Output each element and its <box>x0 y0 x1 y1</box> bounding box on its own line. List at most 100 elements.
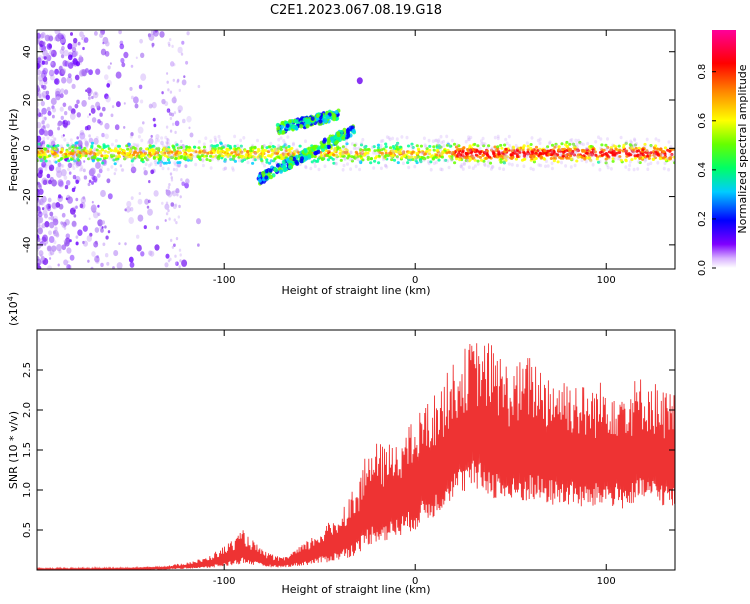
heatmap-band-halo <box>510 146 514 150</box>
heatmap-band-cell <box>57 159 61 163</box>
heatmap-band-cell <box>54 160 58 164</box>
heatmap-band-cell <box>529 154 533 158</box>
heatmap-noise-cell <box>159 31 165 38</box>
heatmap-noise-cell <box>147 199 151 204</box>
heatmap-noise-cell <box>44 34 51 42</box>
heatmap-band-cell <box>509 153 513 157</box>
heatmap-band-cell <box>269 155 273 158</box>
heatmap-band-halo <box>344 151 348 155</box>
heatmap-band-cell <box>117 151 121 155</box>
heatmap-band-cell <box>122 149 126 153</box>
heatmap-noise-cell <box>89 167 96 175</box>
heatmap-noise-cell <box>176 193 179 197</box>
heatmap-band-cell <box>194 150 198 154</box>
heatmap-noise-cell <box>88 113 91 116</box>
heatmap-band-cell <box>170 150 174 154</box>
heatmap-band-halo <box>632 144 636 148</box>
heatmap-band-halo <box>252 157 256 162</box>
heatmap-noise-cell <box>176 164 179 168</box>
heatmap-noise-cell <box>91 95 94 100</box>
heatmap-y-label: Frequency (Hz) <box>7 109 20 192</box>
heatmap-band-halo <box>413 164 417 169</box>
heatmap-band-halo <box>510 162 514 167</box>
heatmap-band-halo <box>71 155 75 160</box>
heatmap-band-cell <box>550 143 555 147</box>
heatmap-band-halo <box>224 154 228 158</box>
heatmap-band-cell <box>624 150 628 153</box>
heatmap-noise-cell <box>119 164 123 168</box>
heatmap-band-cell <box>410 142 414 146</box>
heatmap-band-halo <box>136 143 140 147</box>
heatmap-band-halo <box>592 149 596 154</box>
heatmap-band-cell <box>618 155 622 159</box>
heatmap-noise-cell <box>41 120 45 125</box>
heatmap-noise-cell <box>38 250 44 257</box>
heatmap-band-cell <box>352 155 356 159</box>
heatmap-noise-cell <box>151 42 155 47</box>
heatmap-branch-cell <box>342 127 347 133</box>
heatmap-band-cell <box>43 150 47 154</box>
heatmap-band-halo <box>165 140 169 145</box>
heatmap-band-cell <box>419 144 423 148</box>
heatmap-band-cell <box>441 150 445 154</box>
heatmap-band-halo <box>110 165 114 169</box>
heatmap-band-cell <box>633 154 637 158</box>
heatmap-band-halo <box>42 161 46 165</box>
heatmap-band-halo <box>381 153 384 158</box>
heatmap-band-halo <box>121 168 125 172</box>
heatmap-band-halo <box>131 167 135 171</box>
heatmap-noise-cell <box>71 220 77 228</box>
heatmap-band-halo <box>239 145 243 149</box>
heatmap-noise-cell <box>107 65 111 70</box>
snr-multiplier-base: (x10 <box>7 301 20 326</box>
heatmap-noise-cell <box>174 261 178 265</box>
heatmap-band-cell <box>567 147 571 151</box>
heatmap-band-cell <box>633 156 637 160</box>
heatmap-band-halo <box>670 153 674 158</box>
heatmap-noise-cell <box>41 70 44 74</box>
heatmap-band-halo <box>407 165 411 170</box>
heatmap-noise-cell <box>177 215 180 219</box>
heatmap-band-halo <box>605 147 609 151</box>
heatmap-band-cell <box>662 150 666 154</box>
heatmap-noise-cell <box>121 62 126 68</box>
heatmap-noise-cell <box>130 196 134 200</box>
heatmap-noise-cell <box>172 122 175 126</box>
heatmap-band-halo <box>100 165 103 170</box>
heatmap-noise-cell <box>67 162 73 169</box>
heatmap-noise-cell <box>51 114 55 119</box>
heatmap-noise-cell <box>165 125 169 129</box>
heatmap-band-halo <box>462 162 466 167</box>
heatmap-noise-cell <box>178 265 181 269</box>
heatmap-band-cell <box>452 142 457 146</box>
heatmap-band-cell <box>176 146 180 150</box>
heatmap-noise-cell <box>72 58 78 65</box>
heatmap-band-halo <box>637 160 641 164</box>
heatmap-band-halo <box>510 148 514 152</box>
heatmap-band-cell <box>557 148 561 151</box>
heatmap-band-halo <box>605 163 609 167</box>
heatmap-noise-cell <box>82 225 88 232</box>
heatmap-band-cell <box>324 149 328 152</box>
heatmap-band-halo <box>662 166 666 171</box>
heatmap-band-halo <box>473 156 477 160</box>
heatmap-noise-cell <box>44 116 47 121</box>
heatmap-band-halo <box>140 138 144 143</box>
heatmap-noise-cell <box>40 84 44 89</box>
heatmap-band-cell <box>313 155 317 159</box>
heatmap-band-halo <box>132 142 136 147</box>
heatmap-noise-cell <box>143 225 147 230</box>
heatmap-band-halo <box>514 143 518 148</box>
heatmap-band-cell <box>668 149 672 153</box>
colorbar-gradient <box>712 30 736 268</box>
heatmap-band-cell <box>585 148 589 152</box>
heatmap-noise-cell <box>89 232 93 237</box>
heatmap-band-halo <box>282 154 286 158</box>
heatmap-band-halo <box>67 148 71 152</box>
heatmap-noise-cell <box>67 105 73 111</box>
heatmap-band-halo <box>281 151 285 156</box>
heatmap-band-cell <box>575 159 579 163</box>
heatmap-band-halo <box>282 138 286 143</box>
heatmap-band-cell <box>364 151 368 155</box>
heatmap-noise-cell <box>177 46 183 54</box>
